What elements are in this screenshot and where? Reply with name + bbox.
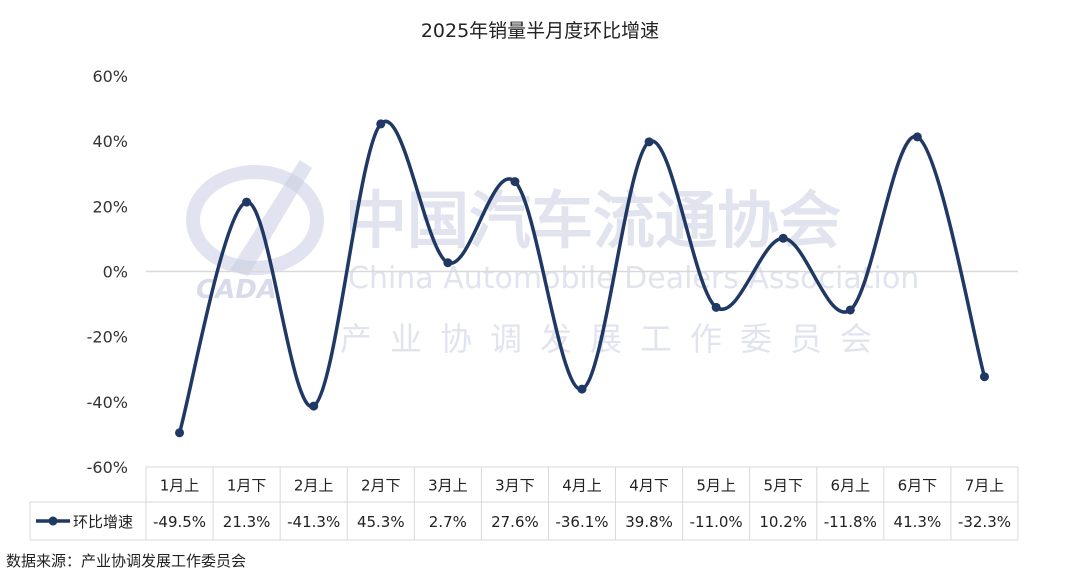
category-label: 4月下 xyxy=(629,477,669,495)
data-table: 1月上 -49.5% 1月下 21.3% 2月上 -41.3% 2月下 45.3% 3月上 2.7… xyxy=(29,466,1019,541)
data-point xyxy=(242,197,252,207)
value-label: 39.8% xyxy=(625,513,673,531)
y-tick-label: -60% xyxy=(87,458,128,477)
value-label: 2.7% xyxy=(429,513,467,531)
value-label: 41.3% xyxy=(894,513,942,531)
category-label: 3月下 xyxy=(495,477,535,495)
value-label: 27.6% xyxy=(491,513,539,531)
category-label: 7月上 xyxy=(965,477,1005,495)
category-label: 2月上 xyxy=(294,477,334,495)
data-point xyxy=(912,132,922,142)
data-point xyxy=(443,258,453,268)
data-point xyxy=(577,384,587,394)
data-point xyxy=(711,302,721,312)
y-tick-label: -20% xyxy=(87,328,128,347)
category-label: 3月上 xyxy=(428,477,468,495)
legend-marker xyxy=(48,516,58,526)
category-label: 6月下 xyxy=(898,477,938,495)
category-label: 2月下 xyxy=(361,477,401,495)
y-axis: 60% 40% 20% 0% -20% -40% -60% xyxy=(87,67,128,477)
y-tick-label: -40% xyxy=(87,393,128,412)
legend-label: 环比增速 xyxy=(73,513,133,531)
y-tick-label: 20% xyxy=(92,197,128,216)
data-point xyxy=(175,428,185,438)
y-tick-label: 0% xyxy=(103,263,128,282)
value-label: -11.0% xyxy=(690,513,743,531)
value-label: 45.3% xyxy=(357,513,405,531)
value-label: -36.1% xyxy=(555,513,608,531)
chart-title: 2025年销量半月度环比增速 xyxy=(421,20,659,42)
y-tick-label: 40% xyxy=(92,132,128,151)
data-point xyxy=(845,305,855,315)
watermark-logo: CADA xyxy=(186,160,324,305)
category-label: 4月上 xyxy=(562,477,602,495)
data-point xyxy=(510,177,520,187)
value-label: 21.3% xyxy=(223,513,271,531)
data-point xyxy=(644,137,654,147)
chart: CADA 中国汽车流通协会 China Automobile Dealers A… xyxy=(29,20,1019,541)
y-tick-label: 60% xyxy=(92,67,128,86)
data-point xyxy=(778,233,788,243)
value-label: -41.3% xyxy=(287,513,340,531)
value-label: -11.8% xyxy=(824,513,877,531)
data-point xyxy=(309,401,319,411)
watermark-org-en: China Automobile Dealers Association xyxy=(348,261,919,296)
plot-area xyxy=(175,119,989,438)
category-label: 5月下 xyxy=(763,477,803,495)
svg-text:CADA: CADA xyxy=(196,275,277,305)
value-label: -32.3% xyxy=(958,513,1011,531)
category-label: 1月上 xyxy=(160,477,200,495)
category-label: 6月上 xyxy=(831,477,871,495)
value-label: 10.2% xyxy=(759,513,807,531)
source-note: 数据来源：产业协调发展工作委员会 xyxy=(6,552,247,570)
value-label: -49.5% xyxy=(153,513,206,531)
data-point xyxy=(979,372,989,382)
category-label: 1月下 xyxy=(227,477,267,495)
data-point xyxy=(376,119,386,129)
category-label: 5月上 xyxy=(696,477,736,495)
watermark-dept-cn: 产业协调发展工作委员会 xyxy=(340,320,890,358)
